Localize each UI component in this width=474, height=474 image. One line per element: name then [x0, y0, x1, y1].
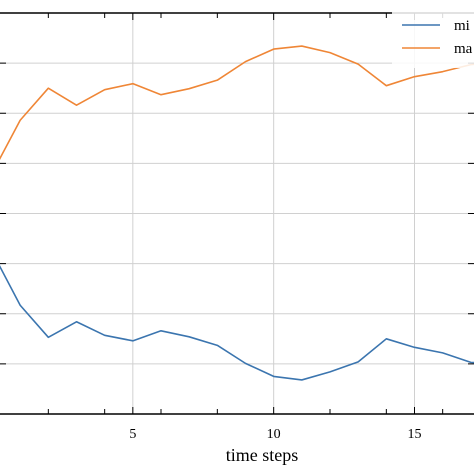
x-tick-label: 15	[408, 427, 422, 442]
series-line-mi	[0, 265, 474, 381]
legend-box	[392, 12, 474, 68]
grid-lines	[0, 13, 474, 414]
tick-marks	[0, 13, 474, 414]
legend: mi ma	[392, 12, 474, 68]
tick-labels: 5 10 15	[129, 427, 421, 442]
legend-label-mi: mi	[454, 18, 470, 34]
legend-label-ma: ma	[454, 41, 473, 57]
x-axis-label: time steps	[226, 445, 299, 465]
x-tick-label: 5	[129, 427, 136, 442]
series-lines	[0, 45, 474, 381]
series-line-ma	[0, 45, 474, 161]
x-tick-label: 10	[267, 427, 281, 442]
